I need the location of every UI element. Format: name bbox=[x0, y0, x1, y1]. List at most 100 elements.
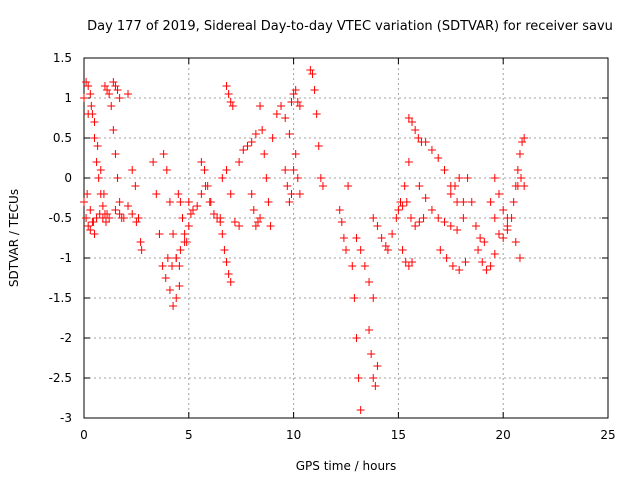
data-point-arc25-3 bbox=[293, 98, 302, 106]
data-point-arc4-4 bbox=[96, 166, 105, 174]
data-point-arc6-2 bbox=[113, 86, 122, 94]
data-point-arc7-4 bbox=[128, 210, 137, 218]
data-point-arc33-1 bbox=[388, 230, 397, 238]
data-point-arc20-2 bbox=[243, 142, 252, 150]
data-point-arc4-5 bbox=[99, 190, 108, 198]
data-point-arc22-1 bbox=[258, 126, 267, 134]
data-point-arc41-2 bbox=[471, 222, 480, 230]
data-point-arc14-4 bbox=[182, 238, 191, 246]
data-point-arc17-0 bbox=[216, 214, 225, 222]
y-tick-label: 0.5 bbox=[53, 131, 72, 145]
data-point-arc20-4 bbox=[251, 130, 260, 138]
data-point-arc32-2 bbox=[377, 234, 386, 242]
data-point-arc39-2 bbox=[448, 262, 457, 270]
data-point-arc43-2 bbox=[495, 230, 504, 238]
data-point-arc14-3 bbox=[180, 230, 189, 238]
data-point-arc17-1 bbox=[218, 230, 227, 238]
data-point-arc32-0 bbox=[369, 214, 378, 222]
data-point-arc31-1 bbox=[367, 350, 376, 358]
data-point-arc26-0 bbox=[306, 66, 315, 74]
data-point-arc4-6 bbox=[103, 210, 112, 218]
y-tick-label: 0 bbox=[64, 171, 72, 185]
data-point-arc15-1 bbox=[188, 206, 197, 214]
data-point-arc37-0 bbox=[421, 138, 430, 146]
x-tick-label: 5 bbox=[185, 428, 193, 442]
data-point-arc22-0 bbox=[256, 102, 265, 110]
data-point-arc42-2 bbox=[482, 266, 491, 274]
data-point-arc14-2 bbox=[178, 214, 187, 222]
data-point-arc42-3 bbox=[486, 262, 495, 270]
data-point-arc34-4 bbox=[411, 222, 420, 230]
data-point-arc16-2 bbox=[203, 182, 212, 190]
data-point-arc34-3 bbox=[406, 214, 415, 222]
data-point-arc19-3 bbox=[230, 218, 239, 226]
data-point-arc12-2 bbox=[172, 254, 181, 262]
data-point-arc25-1 bbox=[289, 90, 298, 98]
data-point-arc35-2 bbox=[411, 126, 420, 134]
x-tick-label: 10 bbox=[286, 428, 301, 442]
data-point-arc9-1 bbox=[131, 182, 140, 190]
data-point-arc20-1 bbox=[239, 146, 248, 154]
data-point-arc1-7 bbox=[94, 174, 103, 182]
y-axis-ticks: 1.5 1 0.5 0 -0.5 -1 -1.5 -2 -2.5 -3 bbox=[49, 51, 608, 425]
data-point-arc15-0 bbox=[184, 198, 193, 206]
data-point-arc46-2 bbox=[513, 166, 522, 174]
data-point-arc3-3 bbox=[88, 218, 97, 226]
data-point-arc18-3 bbox=[228, 102, 237, 110]
data-point-arc31-3 bbox=[371, 382, 380, 390]
data-point-arc24-3 bbox=[287, 190, 296, 198]
y-tick-label: 1.5 bbox=[53, 51, 72, 65]
data-point-arc1-6 bbox=[92, 158, 101, 166]
x-tick-label: 15 bbox=[391, 428, 406, 442]
data-points bbox=[80, 66, 529, 414]
data-point-arc39-3 bbox=[455, 266, 464, 274]
data-point-arc24-7 bbox=[295, 190, 304, 198]
data-point-arc21-3 bbox=[253, 218, 262, 226]
data-point-arc16-1 bbox=[200, 166, 209, 174]
data-point-arc40-3 bbox=[459, 198, 468, 206]
chart-title: Day 177 of 2019, Sidereal Day-to-day VTE… bbox=[87, 19, 613, 34]
data-point-arc13-3 bbox=[175, 282, 184, 290]
data-point-arc26-5 bbox=[316, 174, 325, 182]
data-point-arc10-4 bbox=[161, 274, 170, 282]
data-point-arc30-0 bbox=[352, 234, 361, 242]
data-point-arc22-5 bbox=[266, 222, 275, 230]
data-point-arc23-1 bbox=[272, 110, 281, 118]
data-point-arc32-1 bbox=[373, 222, 382, 230]
data-point-arc35-1 bbox=[408, 118, 417, 126]
data-point-arc42-1 bbox=[478, 258, 487, 266]
data-point-arc13-2 bbox=[172, 294, 181, 302]
x-tick-label: 25 bbox=[600, 428, 615, 442]
data-point-arc39-4 bbox=[461, 258, 470, 266]
y-tick-label: -1.5 bbox=[49, 291, 72, 305]
data-point-arc4-3 bbox=[93, 142, 102, 150]
data-point-arc14-1 bbox=[176, 198, 185, 206]
data-point-arc6-3 bbox=[115, 94, 124, 102]
data-point-arc14-0 bbox=[174, 190, 183, 198]
data-point-arc19-2 bbox=[226, 190, 235, 198]
data-point-arc40-2 bbox=[455, 174, 464, 182]
data-point-arc13-0 bbox=[165, 286, 174, 294]
data-point-arc42-4 bbox=[490, 250, 499, 258]
x-tick-label: 0 bbox=[80, 428, 88, 442]
data-point-arc5-7 bbox=[115, 198, 124, 206]
y-axis-label: SDTVAR / TECUs bbox=[7, 189, 21, 287]
data-point-arc30-2 bbox=[360, 262, 369, 270]
data-point-arc19-4 bbox=[235, 222, 244, 230]
data-point-arc24-2 bbox=[285, 198, 294, 206]
data-point-arc45-0 bbox=[503, 222, 512, 230]
data-point-arc41-4 bbox=[480, 238, 489, 246]
data-point-arc30-3 bbox=[365, 278, 374, 286]
data-point-arc44-1 bbox=[495, 190, 504, 198]
data-point-arc26-2 bbox=[310, 86, 319, 94]
data-point-arc30-1 bbox=[356, 246, 365, 254]
data-point-arc6-0 bbox=[109, 78, 118, 86]
data-point-arc17-5 bbox=[226, 278, 235, 286]
data-point-arc7-2 bbox=[119, 214, 128, 222]
data-point-arc36-0 bbox=[398, 246, 407, 254]
data-point-arc4-1 bbox=[87, 102, 96, 110]
data-point-arc12-3 bbox=[176, 246, 185, 254]
data-point-arc10-3 bbox=[158, 262, 167, 270]
data-point-arc3-0 bbox=[82, 214, 91, 222]
